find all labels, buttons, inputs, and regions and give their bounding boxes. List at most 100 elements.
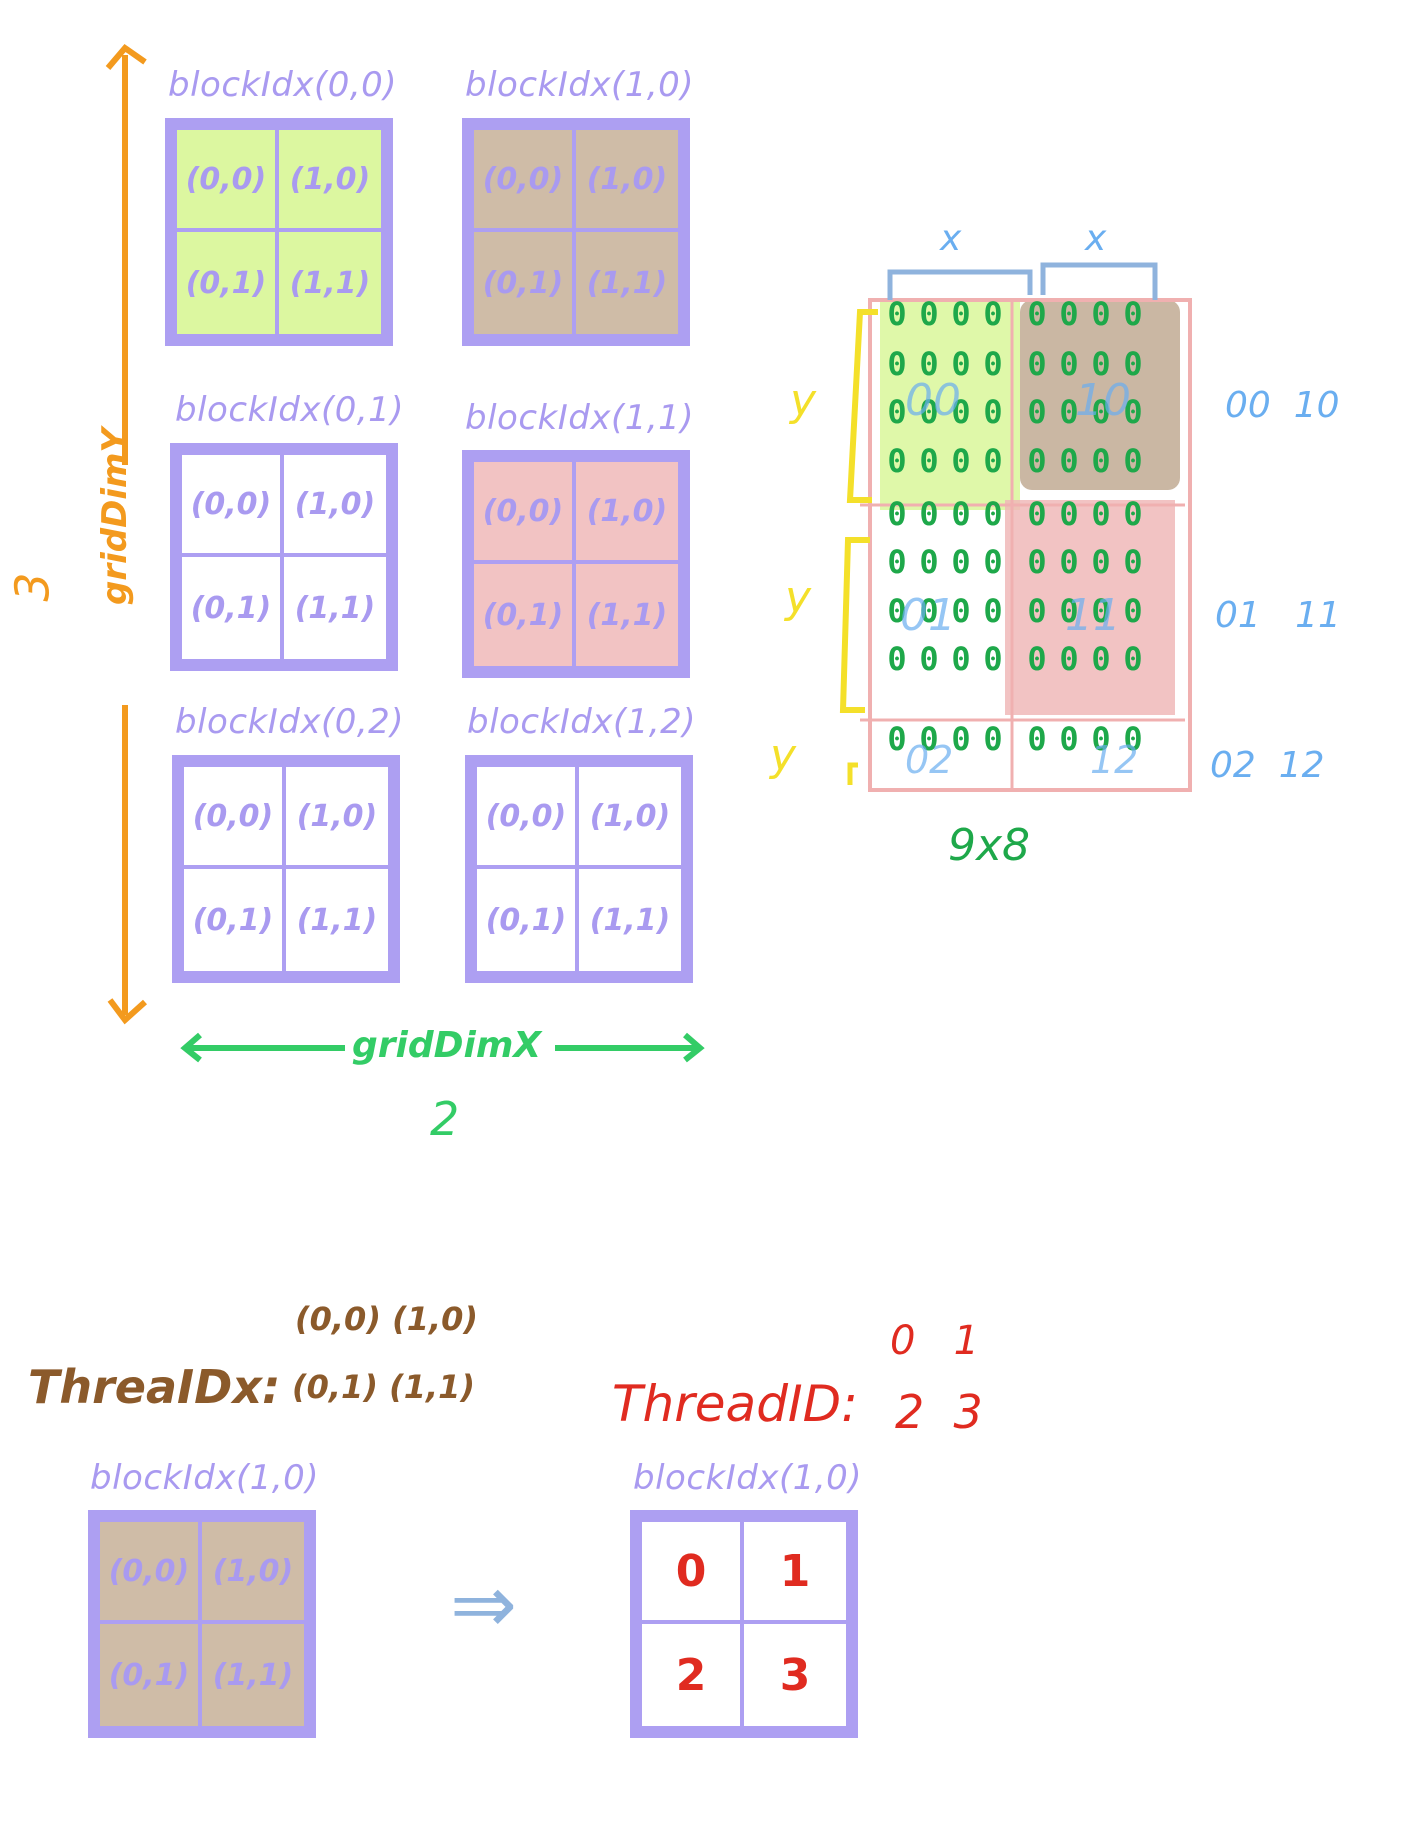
matrix-cell: 0	[951, 592, 971, 630]
matrix-cell: 0	[983, 442, 1003, 480]
matrix-cell: 0	[1027, 543, 1047, 581]
matrix-cell: 0	[983, 592, 1003, 630]
region-label-02: 02	[905, 738, 954, 782]
thread-cell: (0,0)	[177, 130, 279, 232]
matrix-cell: 0	[1059, 295, 1079, 333]
thread-cell: (1,0)	[286, 767, 388, 869]
matrix-cell: 0	[951, 295, 971, 333]
block-1-2: (0,0) (1,0) (0,1) (1,1)	[465, 755, 693, 983]
matrix-cell: 0	[1059, 393, 1079, 431]
block-0-2: (0,0) (1,0) (0,1) (1,1)	[172, 755, 400, 983]
thread-id-cell: 1	[744, 1522, 846, 1624]
grid-dim-y-arrow-up	[105, 43, 147, 70]
thread-cell: (1,1)	[212, 1657, 294, 1693]
matrix-cell: 0	[1123, 543, 1143, 581]
matrix-cell: 0	[1027, 495, 1047, 533]
thread-cell: (1,1)	[294, 590, 376, 626]
matrix-cell: 0	[1091, 592, 1111, 630]
matrix-cell: 0	[1123, 393, 1143, 431]
region-label-00: 00	[905, 375, 961, 426]
matrix-cell: 0	[1091, 442, 1111, 480]
matrix-cell: 0	[919, 295, 939, 333]
region-label-10: 10	[1075, 375, 1131, 426]
matrix-cell: 0	[951, 345, 971, 383]
matrix-cell: 0	[1059, 442, 1079, 480]
matrix-cell: 0	[919, 543, 939, 581]
thread-cell: (1,0)	[202, 1522, 304, 1624]
y-brace-2	[839, 537, 870, 713]
y-label-3: y	[770, 730, 797, 781]
thread-cell: (0,0)	[184, 767, 286, 869]
matrix-cell: 0	[1123, 592, 1143, 630]
block-label-1-1: blockIdx(1,1)	[465, 398, 695, 438]
matrix-cell: 0	[983, 295, 1003, 333]
matrix-cell: 0	[887, 295, 907, 333]
region-11	[1005, 500, 1175, 715]
matrix-cell: 0	[1091, 720, 1111, 758]
thread-idx-row-2: (0,1) (1,1)	[292, 1368, 476, 1406]
thread-id-label: ThreadID:	[612, 1375, 859, 1433]
matrix-cell: 0	[1123, 442, 1143, 480]
matrix-cell: 0	[919, 442, 939, 480]
matrix-cell: 0	[1027, 720, 1047, 758]
matrix-cell: 0	[983, 720, 1003, 758]
transform-arrow: ⇒	[450, 1558, 518, 1651]
matrix-cell: 0	[951, 393, 971, 431]
thread-idx-label: ThreaIDx:	[28, 1360, 281, 1414]
matrix-cell: 0	[983, 345, 1003, 383]
row-label-01: 01 11	[1215, 595, 1341, 636]
matrix-cell: 0	[1059, 592, 1079, 630]
thread-cell: (0,1)	[474, 564, 576, 666]
thread-cell: (0,0)	[474, 462, 576, 564]
thread-id-row-2: 2 3	[895, 1385, 983, 1439]
thread-cell: (0,1)	[184, 869, 286, 971]
grid-dim-x-label: gridDimX	[352, 1025, 542, 1066]
thread-cell: (1,0)	[576, 130, 678, 232]
thread-cell: (1,0)	[579, 767, 681, 869]
matrix-cell: 0	[1123, 495, 1143, 533]
thread-cell: (1,0)	[284, 455, 386, 557]
thread-cell: (0,0)	[182, 455, 284, 557]
matrix-cell: 0	[919, 592, 939, 630]
bottom-left-block-label: blockIdx(1,0)	[90, 1458, 320, 1498]
matrix-cell: 0	[887, 640, 907, 678]
bottom-right-block-label: blockIdx(1,0)	[633, 1458, 863, 1498]
thread-cell: (1,0)	[279, 130, 381, 232]
block-1-0: (0,0) (1,0) (0,1) (1,1)	[462, 118, 690, 346]
x-label-left: x	[940, 218, 962, 259]
region-label-12: 12	[1090, 738, 1139, 782]
matrix-cell: 0	[1091, 495, 1111, 533]
thread-idx-row-1: (0,0) (1,0)	[295, 1300, 479, 1338]
matrix-cell: 0	[983, 495, 1003, 533]
matrix-cell: 0	[919, 393, 939, 431]
thread-cell: (0,0)	[474, 130, 576, 232]
thread-cell: (1,0)	[576, 462, 678, 564]
thread-cell: (1,1)	[289, 265, 371, 301]
matrix-cell: 0	[1059, 720, 1079, 758]
matrix-cell: 0	[1091, 345, 1111, 383]
thread-cell: (0,1)	[177, 232, 279, 334]
block-label-0-1: blockIdx(0,1)	[175, 390, 405, 430]
matrix-cell: 0	[919, 345, 939, 383]
block-label-0-2: blockIdx(0,2)	[175, 702, 405, 742]
block-1-1: (0,0) (1,0) (0,1) (1,1)	[462, 450, 690, 678]
matrix-cell: 0	[887, 543, 907, 581]
matrix-cell: 0	[1027, 295, 1047, 333]
y-label-2: y	[785, 572, 812, 623]
matrix-cell: 0	[1027, 345, 1047, 383]
thread-cell: (0,1)	[474, 232, 576, 334]
matrix-size-label: 9x8	[948, 820, 1031, 871]
y-brace-1	[846, 309, 878, 503]
matrix-cell: 0	[1059, 495, 1079, 533]
grid-dim-y-arrow-down	[107, 998, 148, 1025]
thread-id-cell: 2	[642, 1624, 744, 1726]
region-10	[1020, 300, 1180, 490]
matrix-cell: 0	[919, 640, 939, 678]
grid-dim-x-value: 2	[430, 1092, 460, 1146]
matrix-cell: 0	[1027, 592, 1047, 630]
matrix-cell: 0	[1091, 543, 1111, 581]
matrix-cell: 0	[1123, 720, 1143, 758]
matrix-cell: 0	[887, 442, 907, 480]
region-label-11: 11	[1065, 590, 1121, 641]
